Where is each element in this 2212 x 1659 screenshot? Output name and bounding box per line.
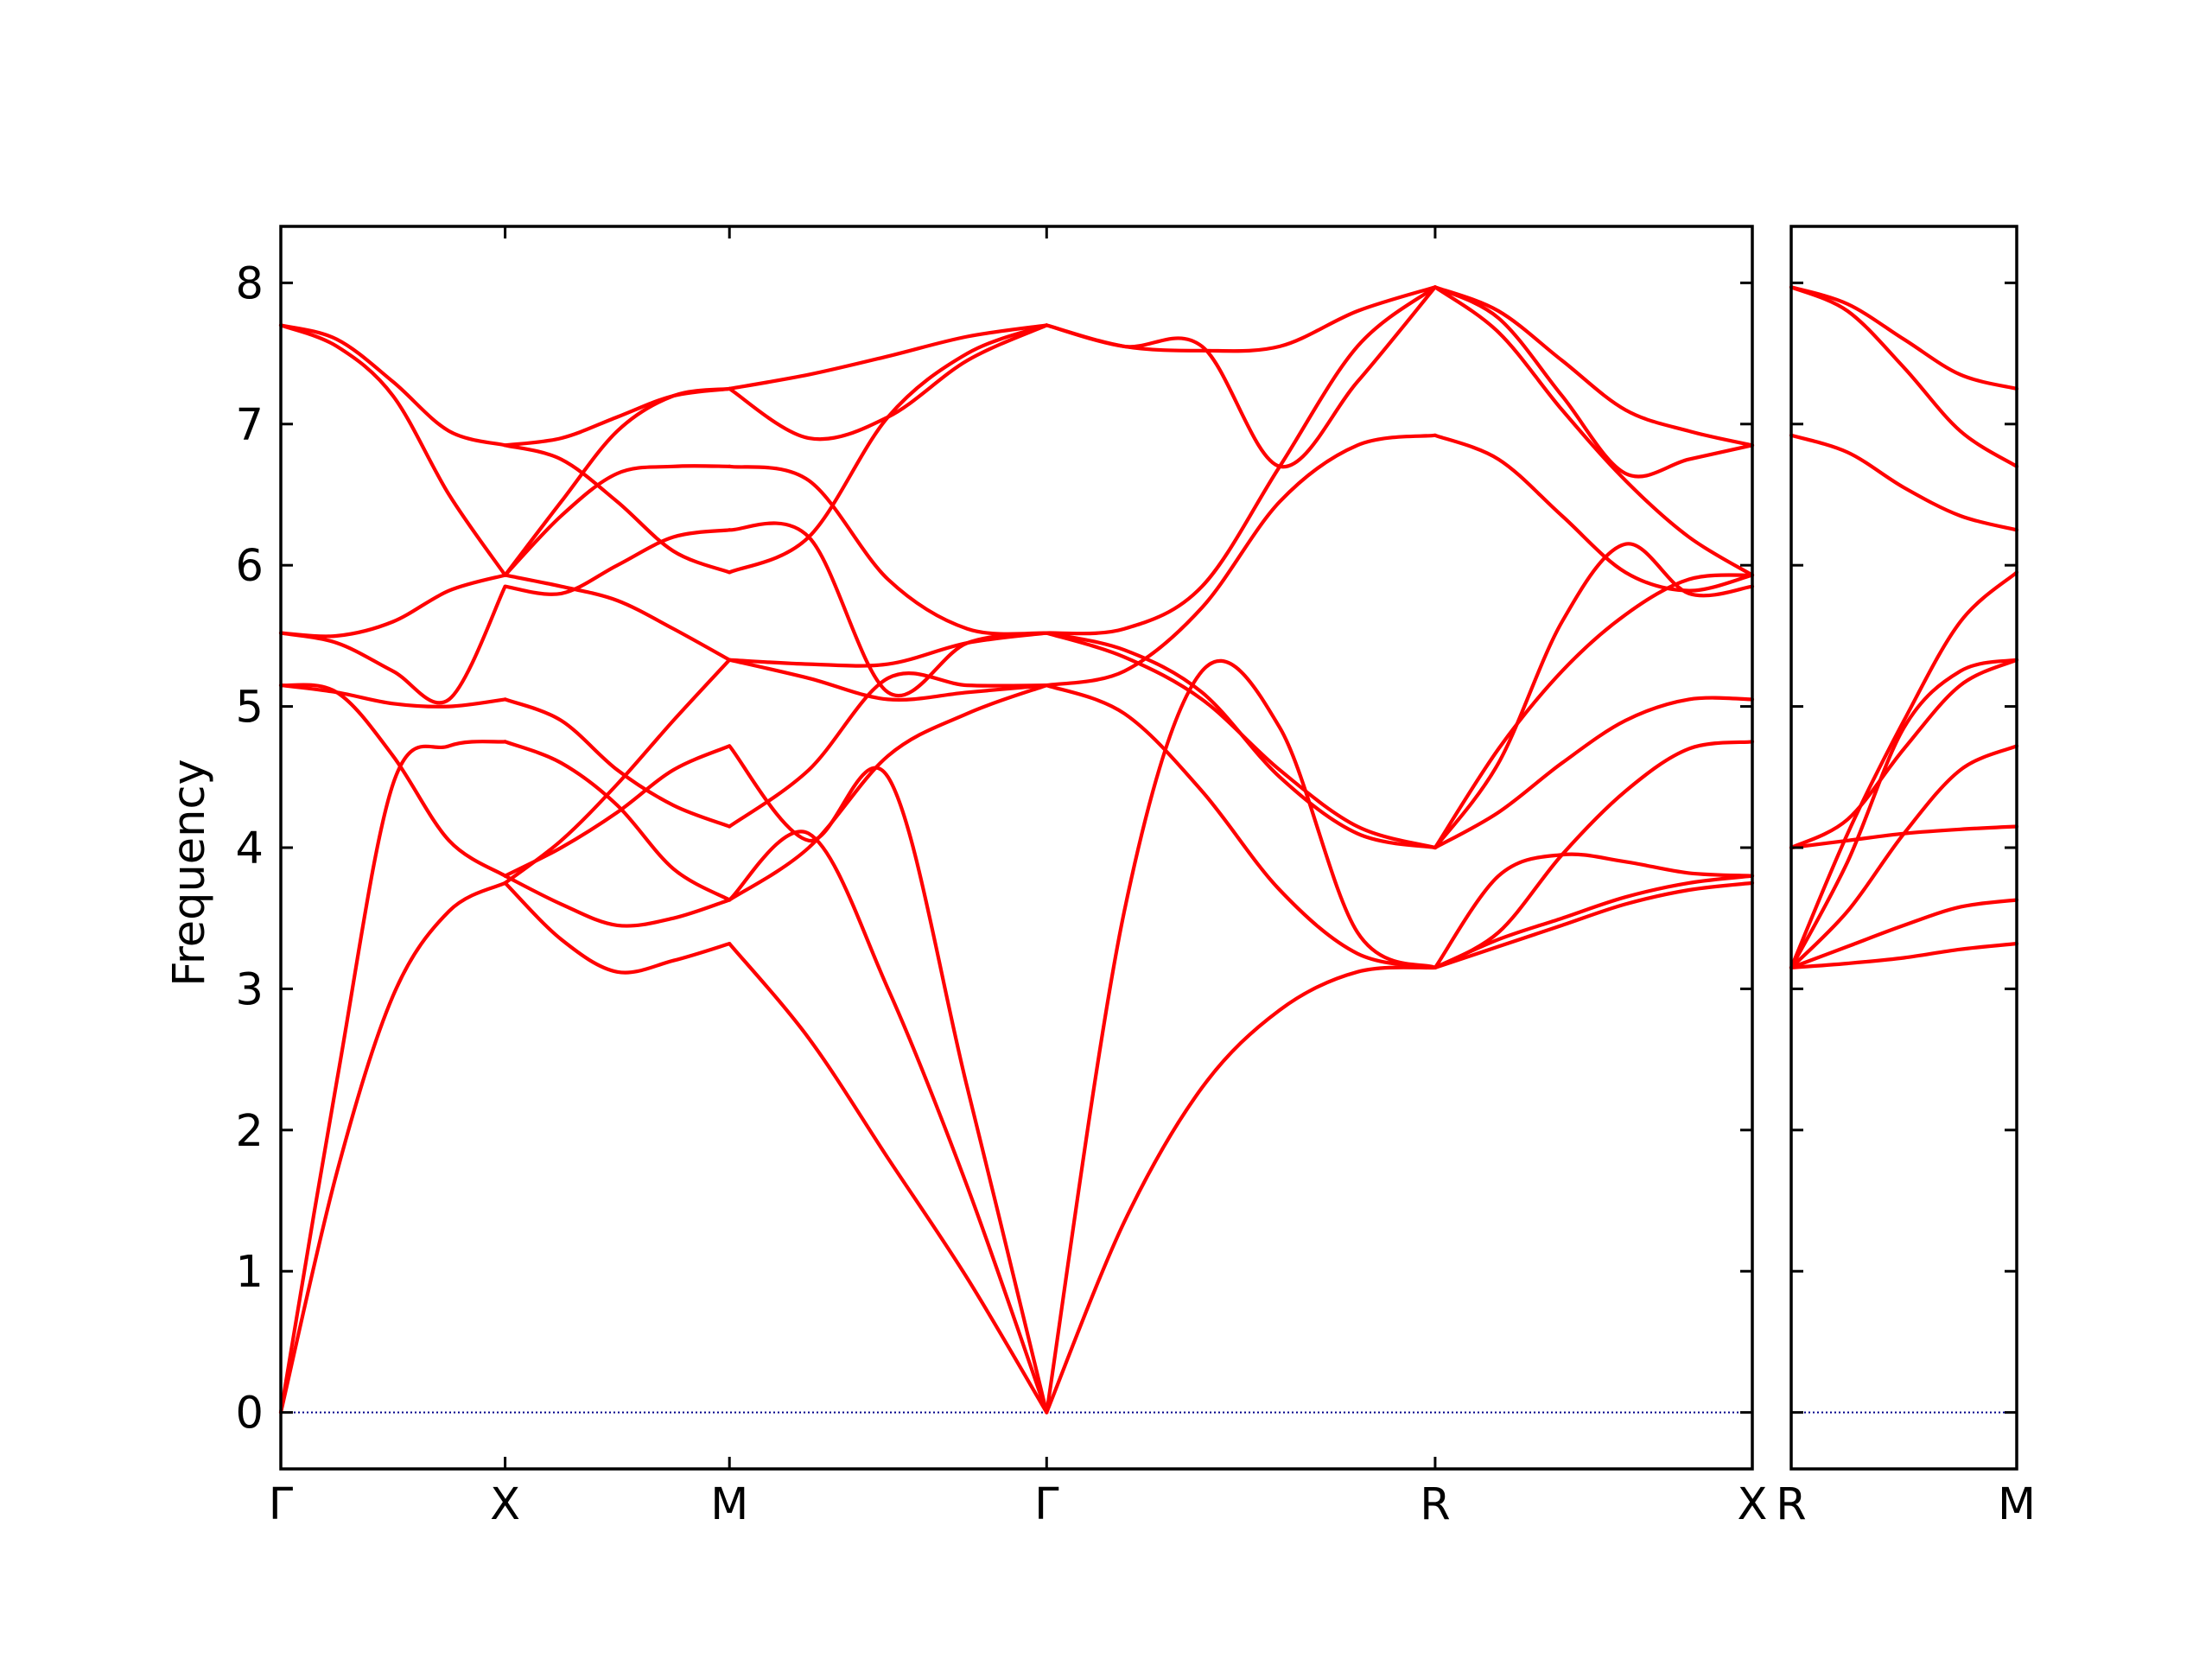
band-line-main-seg1-b7 (503, 528, 732, 596)
band-line-main-seg4-b1 (1433, 874, 1755, 969)
y-tick-label: 0 (236, 1389, 264, 1440)
band-line-right-seg0-b8 (1789, 285, 2019, 468)
band-line-main-seg0-b3 (278, 683, 507, 709)
band-line-main-seg4-b7 (1433, 433, 1755, 593)
band-line-right-seg0-b3 (1789, 658, 2019, 969)
band-line-main-seg2-b11 (728, 323, 1049, 391)
band-line-main-seg0-b1 (278, 740, 507, 1414)
band-line-main-seg0-b0 (278, 880, 507, 1414)
x-tick-label: M (710, 1479, 748, 1530)
x-tick-label: X (1738, 1479, 1768, 1530)
band-line-main-seg1-b1 (503, 874, 732, 928)
band-line-main-seg2-b7 (728, 521, 1049, 698)
band-line-main-seg4-b0 (1433, 880, 1755, 969)
band-line-main-seg3-b8 (1045, 285, 1437, 353)
x-tick-label: X (490, 1479, 520, 1530)
band-line-main-seg3-b2 (1045, 683, 1437, 969)
band-line-main-seg2-b8 (728, 464, 1049, 636)
y-tick-label: 1 (236, 1247, 264, 1298)
band-line-main-seg4-b8 (1433, 285, 1755, 577)
band-line-main-seg4-b4 (1433, 696, 1755, 850)
band-line-main-seg2-b4 (728, 671, 1049, 829)
band-line-main-seg1-b8 (503, 464, 732, 577)
band-line-main-seg2-b9 (728, 323, 1049, 575)
band-line-main-seg2-b1 (728, 830, 1049, 1414)
band-line-right-seg0-b9 (1789, 285, 2019, 391)
band-line-right-seg0-b6 (1789, 658, 2019, 850)
band-line-main-seg2-b0 (728, 942, 1049, 1414)
band-line-main-seg1-b6 (503, 573, 732, 662)
band-line-main-seg4-b9 (1433, 285, 1755, 479)
band-line-main-seg3-b1 (1045, 658, 1437, 1414)
band-line-main-seg1-b11 (503, 386, 732, 448)
y-axis-label: Frequency (164, 759, 215, 986)
y-tick-label: 3 (236, 964, 264, 1015)
band-line-main-seg2-b6 (728, 631, 1049, 668)
band-line-main-seg0-b7 (278, 323, 507, 448)
band-line-main-seg3-b6 (1045, 285, 1437, 636)
y-tick-label: 6 (236, 541, 264, 592)
x-tick-label: R (1776, 1479, 1806, 1530)
band-line-main-seg4-b2 (1433, 852, 1755, 969)
band-line-main-seg0-b5 (278, 573, 507, 639)
band-line-main-seg1-b5 (503, 697, 732, 829)
y-tick-label: 2 (236, 1106, 264, 1157)
band-line-main-seg1-b3 (503, 744, 732, 878)
band-line-main-seg2-b5 (728, 658, 1049, 702)
band-line-right-seg0-b4 (1789, 570, 2019, 969)
y-tick-label: 4 (236, 823, 264, 874)
y-tick-label: 5 (236, 683, 264, 734)
band-line-main-seg2-b10 (728, 323, 1049, 442)
band-line-main-seg4-b6 (1433, 573, 1755, 850)
x-tick-label: Γ (1034, 1479, 1059, 1530)
band-line-main-seg2-b2 (728, 744, 1049, 1414)
band-line-main-seg1-b10 (503, 443, 732, 575)
band-line-main-seg3-b5 (1045, 631, 1437, 850)
band-line-main-seg4-b5 (1433, 542, 1755, 850)
y-tick-label: 8 (236, 258, 264, 309)
band-line-right-seg0-b5 (1789, 824, 2019, 850)
band-line-main-seg0-b2 (278, 683, 507, 878)
x-tick-label: Γ (269, 1479, 294, 1530)
main-panel: 0 1 2 3 4 5 6 7 8 Γ X M Γ R X (236, 225, 1768, 1530)
x-tick-label: R (1420, 1479, 1450, 1530)
band-line-main-seg4-b10 (1433, 285, 1755, 448)
band-line-main-seg0-b4 (278, 584, 507, 705)
axes-frame-right (1789, 225, 2018, 1471)
band-line-right-seg0-b2 (1789, 744, 2019, 969)
y-tick-label: 7 (236, 400, 264, 451)
band-line-main-seg3-b3 (1045, 433, 1437, 688)
x-tick-label: M (1998, 1479, 2036, 1530)
band-line-main-seg2-b3 (728, 683, 1049, 902)
band-line-main-seg1-b0 (503, 880, 732, 975)
band-line-main-seg3-b4 (1045, 631, 1437, 850)
band-line-main-seg0-b6 (278, 323, 507, 577)
band-line-right-seg0-b0 (1789, 942, 2019, 969)
band-line-main-seg1-b4 (503, 740, 732, 902)
band-line-right-seg0-b1 (1789, 898, 2019, 969)
band-line-right-seg0-b7 (1789, 433, 2019, 532)
band-line-main-seg4-b3 (1433, 740, 1755, 969)
band-line-main-seg3-b0 (1045, 965, 1437, 1414)
